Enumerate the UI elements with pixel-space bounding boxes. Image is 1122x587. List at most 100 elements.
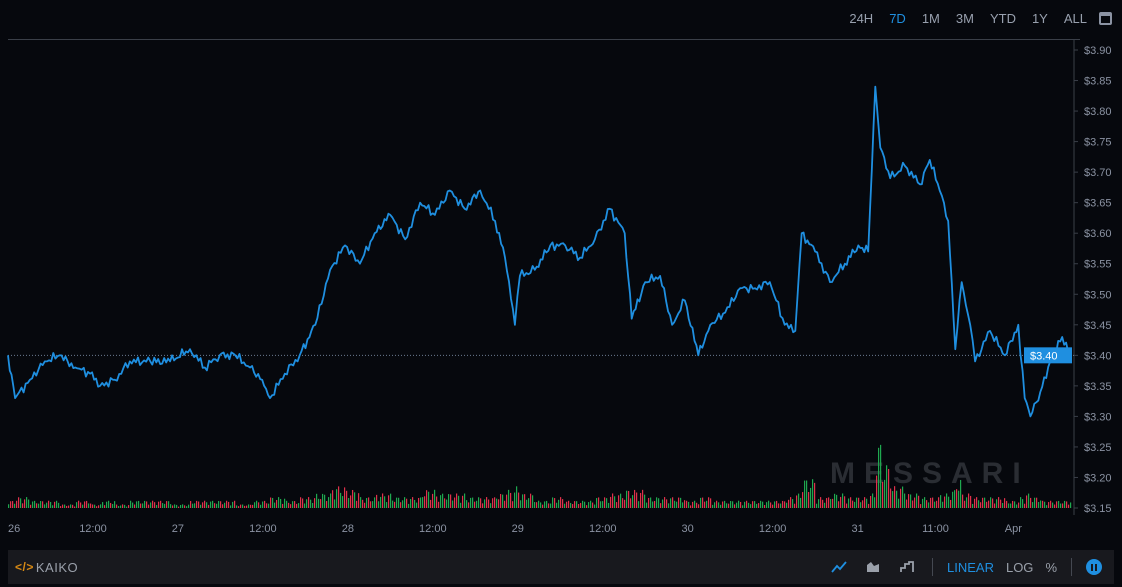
volume-bar	[1018, 502, 1020, 508]
volume-bar	[472, 497, 474, 508]
volume-bar	[386, 502, 388, 508]
calendar-icon[interactable]	[1099, 12, 1112, 25]
volume-bar	[654, 500, 656, 508]
range-ytd[interactable]: YTD	[989, 11, 1016, 26]
volume-bar	[944, 496, 946, 508]
volume-bar	[8, 504, 10, 508]
range-1y[interactable]: 1Y	[1031, 11, 1048, 26]
y-tick-label: $3.25	[1084, 442, 1112, 454]
volume-bar	[618, 495, 620, 508]
kaiko-label: KAIKO	[35, 559, 79, 575]
volume-bar	[30, 504, 32, 508]
volume-bar	[960, 479, 962, 508]
price-chart[interactable]: $3.15 $3.20 $3.25 $3.30 $3.35 $3.40 $3.45 $3.50…	[0, 40, 1122, 545]
volume-bar	[970, 495, 972, 508]
range-7d[interactable]: 7D	[889, 11, 906, 26]
volume-bar	[820, 497, 822, 508]
volume-bar	[110, 502, 112, 508]
volume-bar	[304, 503, 306, 508]
volume-bar	[716, 500, 718, 508]
volume-bar	[908, 494, 910, 508]
volume-bar	[334, 499, 336, 508]
x-tick-label: 12:00	[249, 523, 277, 535]
volume-bar	[812, 479, 814, 508]
volume-bar	[942, 501, 944, 508]
area-chart-icon[interactable]	[864, 559, 882, 575]
volume-bar	[1008, 503, 1010, 508]
volume-bar	[174, 504, 176, 508]
volume-bar	[738, 500, 740, 508]
volume-bar	[16, 500, 18, 508]
range-3m[interactable]: 3M	[955, 11, 974, 26]
volume-bar	[522, 494, 524, 508]
messari-watermark: MESSARI	[830, 457, 1030, 490]
volume-bar	[416, 502, 418, 508]
volume-bar	[678, 497, 680, 508]
scale-log[interactable]: LOG	[1005, 559, 1034, 575]
volume-bar	[700, 497, 702, 508]
volume-bar	[612, 493, 614, 508]
volume-bar	[632, 495, 634, 508]
volume-bar	[56, 500, 58, 508]
volume-bar	[852, 500, 854, 508]
volume-bar	[798, 493, 800, 508]
volume-bar	[1006, 500, 1008, 508]
volume-bar	[130, 500, 132, 508]
volume-bar	[176, 504, 178, 508]
y-tick-label: $3.85	[1084, 76, 1112, 88]
volume-bar	[1060, 503, 1062, 508]
kaiko-logo[interactable]: </> KAIKO	[15, 560, 78, 575]
volume-bar	[108, 500, 110, 508]
volume-bar	[486, 497, 488, 508]
volume-bar	[692, 501, 694, 508]
volume-bar	[636, 492, 638, 508]
volume-bar	[670, 498, 672, 508]
volume-bar	[86, 500, 88, 508]
volume-bar	[414, 499, 416, 508]
volume-bar	[430, 499, 432, 508]
volume-bar	[24, 499, 26, 508]
scale-linear[interactable]: LINEAR	[947, 559, 994, 575]
volume-bar	[362, 499, 364, 508]
volume-bar	[408, 503, 410, 508]
volume-bar	[994, 503, 996, 508]
volume-bar	[1048, 502, 1050, 508]
volume-bar	[240, 504, 242, 508]
volume-bar	[1036, 497, 1038, 508]
volume-bar	[990, 497, 992, 508]
volume-bar	[608, 502, 610, 508]
range-all[interactable]: ALL	[1063, 11, 1087, 26]
volume-bar	[558, 499, 560, 508]
volume-bar	[500, 493, 502, 508]
volume-bar	[104, 505, 106, 508]
x-tick-label: 12:00	[759, 523, 787, 535]
volume-bar	[170, 504, 172, 508]
volume-bar	[96, 506, 98, 508]
range-1m[interactable]: 1M	[921, 11, 940, 26]
volume-bar	[554, 498, 556, 508]
scale-percent[interactable]: %	[1045, 559, 1057, 575]
y-tick-label: $3.75	[1084, 137, 1112, 149]
volume-bar	[828, 497, 830, 508]
volume-bar	[794, 503, 796, 508]
kaiko-logo-icon: </>	[15, 560, 34, 574]
volume-bar	[998, 497, 1000, 508]
pause-icon[interactable]	[1086, 559, 1102, 575]
volume-bar	[218, 501, 220, 508]
range-24h[interactable]: 24H	[849, 11, 874, 26]
top-divider	[8, 39, 1080, 40]
volume-bar	[566, 501, 568, 508]
volume-bar	[428, 491, 430, 508]
volume-bar	[754, 501, 756, 508]
volume-bar	[646, 502, 648, 508]
volume-bar	[268, 503, 270, 508]
step-chart-icon[interactable]	[898, 559, 916, 575]
volume-bar	[352, 489, 354, 508]
line-chart-icon[interactable]	[830, 559, 848, 575]
volume-bar	[842, 493, 844, 508]
volume-bar	[518, 492, 520, 508]
volume-bar	[434, 489, 436, 508]
volume-bar	[572, 504, 574, 508]
volume-bar	[1024, 503, 1026, 508]
volume-bar	[152, 500, 154, 508]
